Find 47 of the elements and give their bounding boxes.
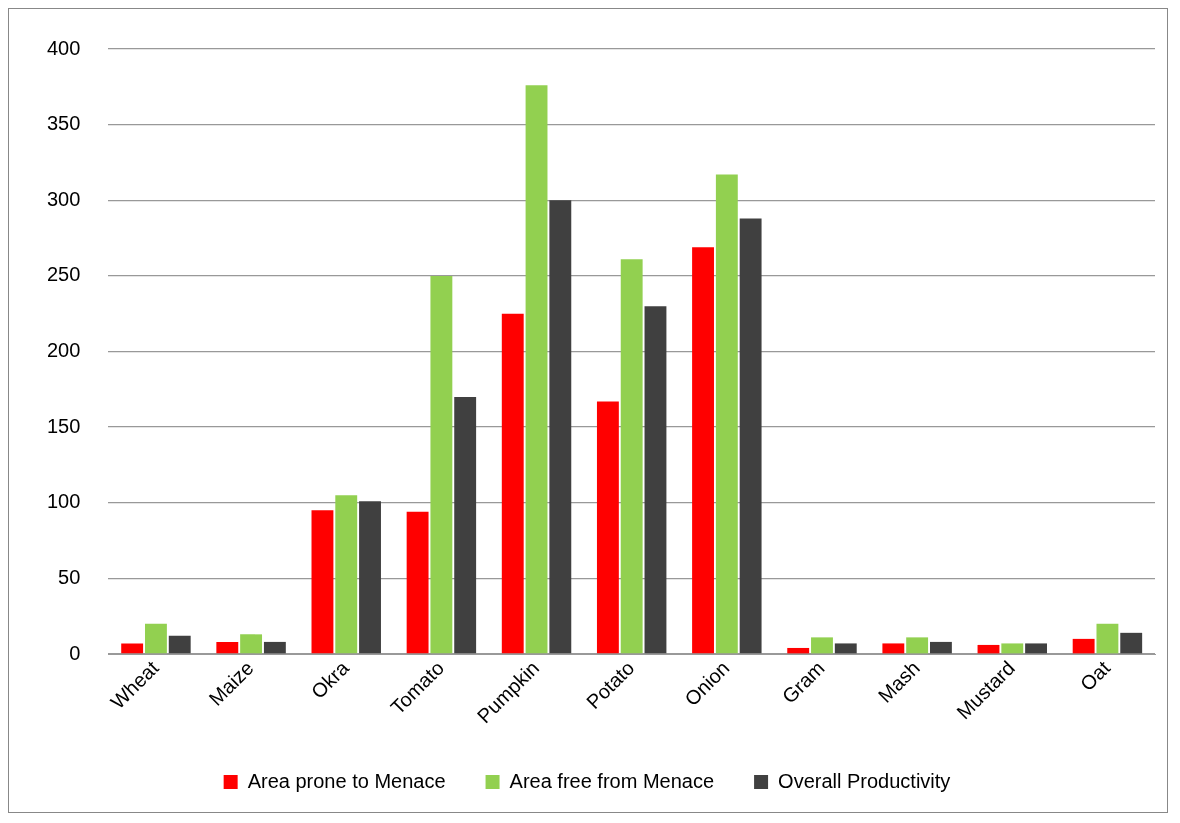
legend-label: Overall Productivity bbox=[778, 769, 951, 792]
x-tick-label: Okra bbox=[306, 656, 354, 703]
bar bbox=[787, 647, 810, 654]
y-tick-label: 200 bbox=[46, 339, 81, 362]
x-tick-label: Oat bbox=[1075, 656, 1115, 696]
bar bbox=[644, 306, 667, 654]
y-tick-label: 50 bbox=[58, 565, 81, 588]
bar bbox=[525, 85, 548, 654]
bar bbox=[1001, 643, 1024, 654]
bar bbox=[311, 510, 334, 654]
bar bbox=[1072, 638, 1095, 654]
y-tick-label: 350 bbox=[46, 112, 81, 135]
bar bbox=[501, 313, 524, 654]
bar bbox=[145, 623, 167, 654]
bar bbox=[263, 641, 286, 654]
y-tick-label: 300 bbox=[46, 187, 81, 210]
y-tick-label: 100 bbox=[46, 490, 81, 513]
bar bbox=[906, 637, 929, 654]
bar bbox=[977, 644, 1000, 654]
bar bbox=[596, 401, 619, 654]
bar bbox=[1120, 632, 1143, 654]
bar bbox=[834, 643, 857, 654]
y-tick-label: 0 bbox=[69, 641, 81, 664]
bar bbox=[168, 635, 191, 654]
bar bbox=[715, 174, 738, 654]
bar bbox=[454, 396, 477, 654]
bar bbox=[406, 511, 429, 654]
bar bbox=[620, 259, 643, 654]
bar bbox=[1096, 623, 1119, 654]
bar bbox=[121, 643, 144, 654]
bar bbox=[882, 643, 905, 654]
bar bbox=[739, 218, 762, 654]
y-tick-label: 150 bbox=[46, 414, 81, 437]
legend-label: Area free from Menace bbox=[509, 769, 715, 792]
bar bbox=[359, 501, 381, 654]
bar bbox=[811, 637, 833, 654]
bar bbox=[430, 275, 453, 654]
bar bbox=[692, 247, 714, 654]
y-tick-label: 400 bbox=[46, 36, 81, 59]
bar bbox=[216, 641, 239, 654]
bar bbox=[929, 641, 952, 654]
y-tick-label: 250 bbox=[46, 263, 81, 286]
bar bbox=[549, 200, 572, 654]
legend-label: Area prone to Menace bbox=[247, 769, 446, 792]
bar bbox=[240, 634, 263, 654]
bar bbox=[335, 495, 358, 654]
bar bbox=[1025, 643, 1048, 654]
